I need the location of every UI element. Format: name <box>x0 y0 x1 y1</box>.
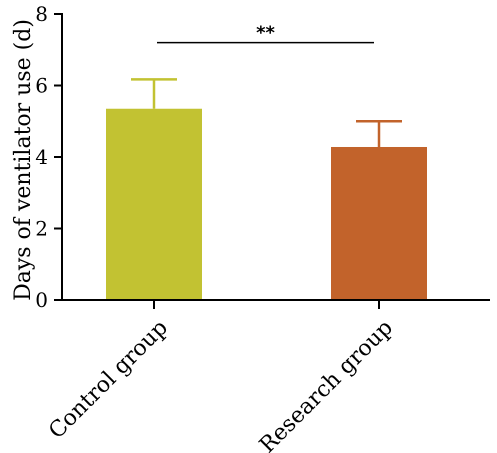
y-tick-label: 0 <box>35 288 48 312</box>
y-tick-label: 2 <box>35 217 48 241</box>
bar-1 <box>106 108 202 300</box>
y-tick-label: 4 <box>35 145 48 169</box>
y-tick-label: 6 <box>35 74 48 98</box>
y-tick-label: 8 <box>35 2 48 26</box>
x-category-label: Control group <box>44 315 173 444</box>
significance-label: ** <box>256 23 275 44</box>
y-axis-title: Days of ventilator use (d) <box>11 19 36 301</box>
bar-2 <box>331 146 427 300</box>
x-category-label: Research group <box>255 315 398 453</box>
